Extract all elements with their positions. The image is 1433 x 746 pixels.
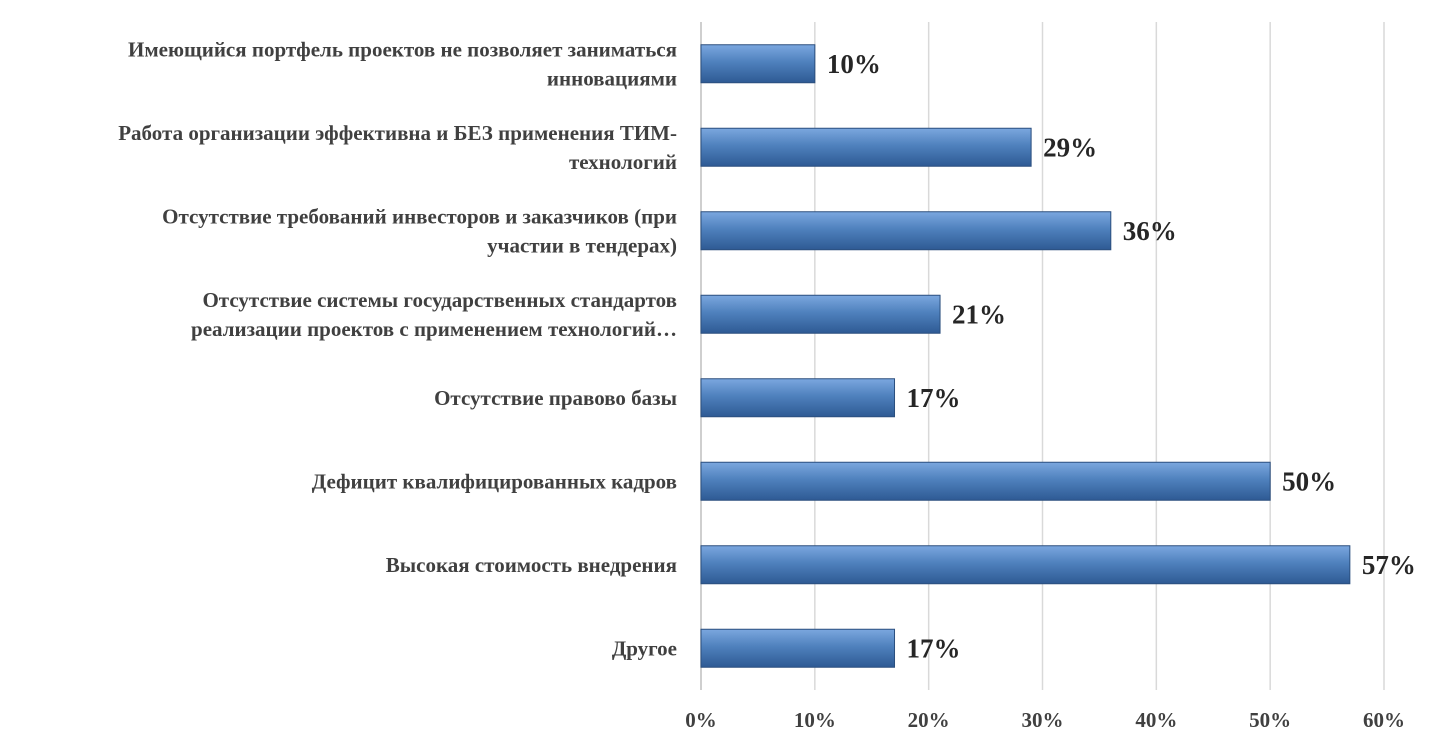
- category-label: инновациями: [547, 66, 677, 90]
- bar: [700, 378, 896, 418]
- category-label: технологий: [569, 150, 677, 174]
- gridlines: [700, 22, 1385, 690]
- data-label: 50%: [1282, 466, 1336, 496]
- x-tick-label: 40%: [1135, 708, 1177, 732]
- data-label: 21%: [952, 299, 1006, 329]
- category-label: Работа организации эффективна и БЕЗ прим…: [118, 121, 677, 145]
- category-label: Отсутствие правово базы: [434, 386, 677, 410]
- bar: [700, 628, 896, 668]
- data-label: 36%: [1123, 216, 1177, 246]
- category-label: Другое: [612, 636, 677, 660]
- category-labels: Имеющийся портфель проектов не позволяет…: [118, 37, 677, 660]
- x-axis-tick-labels: 0% 10% 20% 30% 40% 50% 60%: [685, 708, 1405, 732]
- x-tick-label: 10%: [794, 708, 836, 732]
- bar: [700, 461, 1271, 501]
- category-label: реализации проектов с применением технол…: [191, 317, 677, 341]
- category-label: участии в тендерах): [487, 233, 677, 257]
- data-label: 17%: [907, 633, 961, 663]
- data-label: 57%: [1362, 550, 1416, 580]
- bar: [700, 127, 1032, 167]
- bar: [700, 211, 1112, 251]
- category-label: Высокая стоимость внедрения: [386, 553, 677, 577]
- category-label: Дефицит квалифицированных кадров: [312, 469, 677, 493]
- category-label: Имеющийся портфель проектов не позволяет…: [128, 37, 677, 61]
- bars: [700, 44, 1351, 668]
- bar: [700, 44, 816, 84]
- x-tick-label: 60%: [1363, 708, 1405, 732]
- category-label: Отсутствие требований инвесторов и заказ…: [162, 204, 677, 228]
- data-label: 17%: [907, 383, 961, 413]
- x-tick-label: 20%: [908, 708, 950, 732]
- bar: [700, 294, 941, 334]
- data-label: 10%: [827, 49, 881, 79]
- bar: [700, 545, 1351, 585]
- x-tick-label: 0%: [685, 708, 717, 732]
- category-label: Отсутствие системы государственных станд…: [202, 288, 677, 312]
- data-label: 29%: [1043, 132, 1097, 162]
- data-labels: 10% 29% 36% 21% 17% 50% 57% 17%: [827, 49, 1416, 664]
- x-tick-label: 50%: [1249, 708, 1291, 732]
- x-tick-label: 30%: [1022, 708, 1064, 732]
